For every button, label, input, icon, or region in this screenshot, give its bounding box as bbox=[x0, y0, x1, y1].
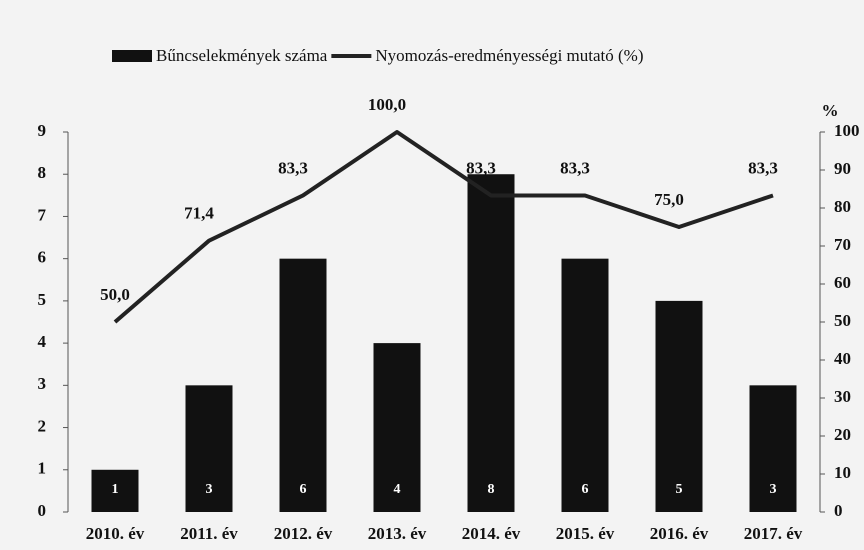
bar-value-label: 1 bbox=[112, 482, 119, 497]
bar bbox=[279, 258, 327, 512]
y2-tick-label: 0 bbox=[834, 501, 843, 520]
bar-value-label: 6 bbox=[582, 482, 589, 497]
y-tick-label: 9 bbox=[38, 121, 47, 140]
bar bbox=[749, 385, 797, 512]
y2-tick-label: 20 bbox=[834, 425, 851, 444]
bar bbox=[373, 343, 421, 512]
line-value-label: 50,0 bbox=[100, 285, 130, 304]
y2-tick-label: 80 bbox=[834, 197, 851, 216]
bar-value-label: 4 bbox=[394, 482, 401, 497]
y-tick-label: 8 bbox=[38, 163, 47, 182]
y-tick-label: 4 bbox=[38, 332, 47, 351]
x-tick-label: 2010. év bbox=[86, 524, 145, 543]
line-value-label: 100,0 bbox=[368, 95, 406, 114]
x-tick-label: 2014. év bbox=[462, 524, 521, 543]
y2-tick-label: 50 bbox=[834, 311, 851, 330]
y-tick-label: 6 bbox=[38, 248, 47, 267]
bar-value-label: 6 bbox=[300, 482, 307, 497]
y-tick-label: 7 bbox=[38, 205, 47, 224]
y-tick-label: 0 bbox=[38, 501, 47, 520]
y2-tick-label: 90 bbox=[834, 159, 851, 178]
y-tick-label: 1 bbox=[38, 459, 47, 478]
bar bbox=[467, 174, 515, 512]
y2-tick-label: 70 bbox=[834, 235, 851, 254]
line-value-label: 75,0 bbox=[654, 190, 684, 209]
line-value-label: 83,3 bbox=[560, 158, 590, 177]
bar-value-label: 8 bbox=[488, 482, 495, 497]
line-value-label: 71,4 bbox=[184, 204, 214, 223]
y-tick-label: 5 bbox=[38, 290, 47, 309]
bar-value-label: 5 bbox=[676, 482, 683, 497]
line-value-label: 83,3 bbox=[278, 158, 308, 177]
y-tick-label: 2 bbox=[38, 416, 47, 435]
y2-axis-label: % bbox=[822, 101, 839, 120]
legend-label: Bűncselekmények száma bbox=[156, 46, 328, 65]
legend-label: Nyomozás-eredményességi mutató (%) bbox=[375, 46, 643, 65]
bar bbox=[91, 469, 139, 512]
y2-tick-label: 60 bbox=[834, 273, 851, 292]
y2-tick-label: 10 bbox=[834, 463, 851, 482]
bar bbox=[561, 258, 609, 512]
x-tick-label: 2012. év bbox=[274, 524, 333, 543]
bar bbox=[655, 300, 703, 512]
y2-tick-label: 40 bbox=[834, 349, 851, 368]
bar bbox=[185, 385, 233, 512]
x-tick-label: 2013. év bbox=[368, 524, 427, 543]
x-tick-label: 2015. év bbox=[556, 524, 615, 543]
y2-tick-label: 100 bbox=[834, 121, 860, 140]
x-tick-label: 2016. év bbox=[650, 524, 709, 543]
line bbox=[113, 130, 774, 324]
y-tick-label: 3 bbox=[38, 374, 47, 393]
x-tick-label: 2017. év bbox=[744, 524, 803, 543]
line-value-label: 83,3 bbox=[748, 158, 778, 177]
legend-swatch bbox=[112, 50, 152, 62]
bar-value-label: 3 bbox=[770, 482, 777, 497]
bar-value-label: 3 bbox=[206, 482, 213, 497]
x-tick-label: 2011. év bbox=[180, 524, 238, 543]
y2-tick-label: 30 bbox=[834, 387, 851, 406]
line-value-label: 83,3 bbox=[466, 158, 496, 177]
